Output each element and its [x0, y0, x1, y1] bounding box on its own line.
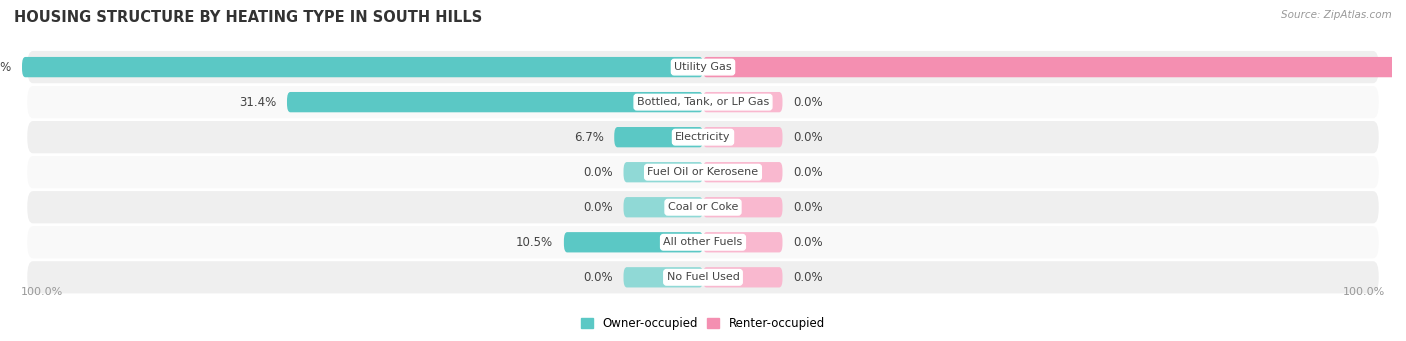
FancyBboxPatch shape — [623, 197, 703, 218]
FancyBboxPatch shape — [27, 191, 1379, 223]
Text: No Fuel Used: No Fuel Used — [666, 272, 740, 282]
Text: 0.0%: 0.0% — [583, 166, 613, 179]
FancyBboxPatch shape — [22, 57, 703, 77]
Text: 0.0%: 0.0% — [583, 271, 613, 284]
Text: 0.0%: 0.0% — [793, 201, 823, 214]
Text: 0.0%: 0.0% — [793, 95, 823, 109]
FancyBboxPatch shape — [703, 197, 783, 218]
FancyBboxPatch shape — [27, 226, 1379, 258]
Text: HOUSING STRUCTURE BY HEATING TYPE IN SOUTH HILLS: HOUSING STRUCTURE BY HEATING TYPE IN SOU… — [14, 10, 482, 25]
Text: 0.0%: 0.0% — [793, 236, 823, 249]
FancyBboxPatch shape — [27, 156, 1379, 188]
Text: Utility Gas: Utility Gas — [675, 62, 731, 72]
Text: Source: ZipAtlas.com: Source: ZipAtlas.com — [1281, 10, 1392, 20]
Text: 0.0%: 0.0% — [583, 201, 613, 214]
Text: 100.0%: 100.0% — [1343, 287, 1385, 297]
FancyBboxPatch shape — [703, 92, 783, 112]
Text: 100.0%: 100.0% — [21, 287, 63, 297]
FancyBboxPatch shape — [27, 86, 1379, 118]
FancyBboxPatch shape — [703, 57, 1406, 77]
FancyBboxPatch shape — [623, 162, 703, 182]
Text: 0.0%: 0.0% — [793, 271, 823, 284]
FancyBboxPatch shape — [703, 267, 783, 287]
FancyBboxPatch shape — [27, 261, 1379, 293]
Text: 6.7%: 6.7% — [574, 131, 603, 144]
Text: Coal or Coke: Coal or Coke — [668, 202, 738, 212]
Text: Bottled, Tank, or LP Gas: Bottled, Tank, or LP Gas — [637, 97, 769, 107]
FancyBboxPatch shape — [564, 232, 703, 252]
Text: 51.4%: 51.4% — [0, 61, 11, 74]
FancyBboxPatch shape — [623, 267, 703, 287]
FancyBboxPatch shape — [703, 127, 783, 147]
Text: 10.5%: 10.5% — [516, 236, 554, 249]
Text: Electricity: Electricity — [675, 132, 731, 142]
Legend: Owner-occupied, Renter-occupied: Owner-occupied, Renter-occupied — [576, 313, 830, 335]
FancyBboxPatch shape — [27, 51, 1379, 83]
Text: All other Fuels: All other Fuels — [664, 237, 742, 247]
Text: 0.0%: 0.0% — [793, 166, 823, 179]
Text: Fuel Oil or Kerosene: Fuel Oil or Kerosene — [647, 167, 759, 177]
Text: 0.0%: 0.0% — [793, 131, 823, 144]
FancyBboxPatch shape — [703, 232, 783, 252]
FancyBboxPatch shape — [703, 162, 783, 182]
FancyBboxPatch shape — [287, 92, 703, 112]
FancyBboxPatch shape — [614, 127, 703, 147]
Text: 31.4%: 31.4% — [239, 95, 277, 109]
FancyBboxPatch shape — [27, 121, 1379, 153]
